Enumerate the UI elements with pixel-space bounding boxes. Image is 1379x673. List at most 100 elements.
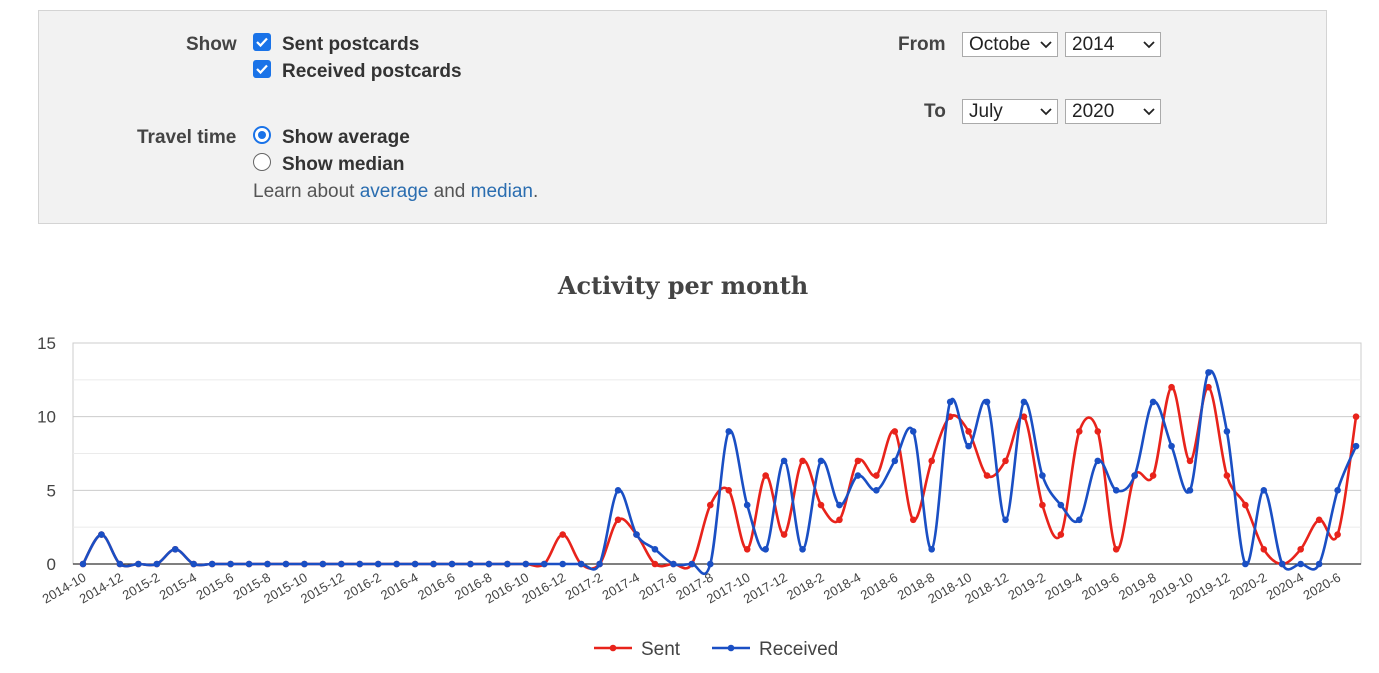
- average-radio-label[interactable]: Show average: [282, 127, 410, 149]
- data-point-received: [301, 561, 308, 568]
- chevron-down-icon: [1143, 100, 1155, 123]
- x-tick-label: 2020-2: [1227, 570, 1270, 603]
- x-tick-label: 2017-2: [563, 570, 606, 603]
- learn-prefix: Learn about: [253, 181, 354, 202]
- data-point-received: [227, 561, 234, 568]
- data-point-received: [393, 561, 400, 568]
- data-point-sent: [1187, 458, 1194, 465]
- learn-suffix: .: [533, 181, 538, 202]
- data-point-received: [836, 502, 843, 509]
- legend-item-sent[interactable]: Sent: [594, 639, 681, 660]
- to-label: To: [924, 101, 946, 123]
- data-point-received: [430, 561, 437, 568]
- average-link[interactable]: average: [360, 181, 429, 202]
- received-checkbox-label[interactable]: Received postcards: [282, 61, 462, 83]
- data-point-received: [559, 561, 566, 568]
- checkmark-icon: [255, 62, 269, 76]
- data-point-sent: [1076, 428, 1083, 435]
- data-point-received: [98, 531, 105, 538]
- x-tick-label: 2019-2: [1005, 570, 1048, 603]
- data-point-sent: [836, 517, 843, 524]
- to-month-select[interactable]: July: [962, 99, 1058, 124]
- legend-swatch-point: [728, 645, 735, 652]
- data-point-received: [578, 561, 585, 568]
- data-point-sent: [873, 472, 880, 479]
- data-point-received: [596, 561, 603, 568]
- from-month-select[interactable]: Octobe: [962, 32, 1058, 57]
- data-point-sent: [984, 472, 991, 479]
- data-point-received: [1094, 458, 1101, 465]
- data-point-sent: [910, 517, 917, 524]
- data-point-sent: [1168, 384, 1175, 391]
- activity-chart: Activity per month 0 5 10 15 2014-102014-12…: [0, 250, 1379, 673]
- x-tick-label: 2016-2: [341, 570, 384, 603]
- data-point-received: [965, 443, 972, 450]
- x-tick-label: 2017-4: [599, 570, 642, 603]
- data-point-received: [1131, 472, 1138, 479]
- data-point-received: [689, 561, 696, 568]
- data-point-sent: [1261, 546, 1268, 553]
- data-point-received: [209, 561, 216, 568]
- series-lines: [80, 369, 1360, 574]
- data-point-received: [781, 458, 788, 465]
- data-point-received: [1224, 428, 1231, 435]
- learn-and: and: [434, 181, 466, 202]
- chart-legend[interactable]: Sent Received: [594, 639, 838, 660]
- data-point-received: [1002, 517, 1009, 524]
- data-point-sent: [1002, 458, 1009, 465]
- data-point-sent: [1224, 472, 1231, 479]
- learn-about-text: Learn about average and median.: [253, 181, 538, 203]
- data-point-sent: [1242, 502, 1249, 509]
- data-point-received: [190, 561, 197, 568]
- data-point-sent: [652, 561, 659, 568]
- travel-time-label: Travel time: [137, 127, 236, 149]
- data-point-received: [615, 487, 622, 494]
- median-radio-label[interactable]: Show median: [282, 154, 404, 176]
- y-tick-label: 10: [37, 408, 56, 427]
- from-year-select[interactable]: 2014: [1065, 32, 1161, 57]
- checkmark-icon: [255, 35, 269, 49]
- x-tick-label: 2015-4: [157, 570, 200, 603]
- data-point-received: [1242, 561, 1249, 568]
- median-link[interactable]: median: [471, 181, 533, 202]
- data-point-received: [320, 561, 327, 568]
- data-point-received: [633, 531, 640, 538]
- legend-item-received[interactable]: Received: [712, 639, 838, 660]
- data-point-received: [1205, 369, 1212, 376]
- sent-checkbox-label[interactable]: Sent postcards: [282, 34, 419, 56]
- data-point-received: [799, 546, 806, 553]
- x-tick-label: 2017-6: [636, 570, 679, 603]
- data-point-sent: [781, 531, 788, 538]
- sent-checkbox[interactable]: [253, 33, 271, 51]
- data-point-sent: [725, 487, 732, 494]
- x-tick-label: 2019-6: [1079, 570, 1122, 603]
- median-radio[interactable]: [253, 153, 271, 171]
- grid-lines: [73, 343, 1361, 564]
- data-point-received: [1058, 502, 1065, 509]
- from-month-value: Octobe: [969, 34, 1030, 55]
- data-point-received: [80, 561, 87, 568]
- data-point-received: [1316, 561, 1323, 568]
- x-tick-label: 2018-2: [784, 570, 827, 603]
- data-point-received: [1021, 399, 1028, 406]
- data-point-received: [1261, 487, 1268, 494]
- data-point-received: [375, 561, 382, 568]
- x-tick-label: 2020-4: [1264, 570, 1307, 603]
- received-checkbox[interactable]: [253, 60, 271, 78]
- x-tick-label: 2018-4: [821, 570, 864, 603]
- data-point-received: [154, 561, 161, 568]
- legend-swatch-point: [610, 645, 617, 652]
- to-year-select[interactable]: 2020: [1065, 99, 1161, 124]
- data-point-sent: [1150, 472, 1157, 479]
- data-point-received: [523, 561, 530, 568]
- data-point-received: [283, 561, 290, 568]
- x-axis-ticks: 2014-102014-122015-22015-42015-62015-820…: [40, 570, 1343, 607]
- average-radio[interactable]: [253, 126, 271, 144]
- data-point-sent: [707, 502, 714, 509]
- data-point-sent: [615, 517, 622, 524]
- data-point-sent: [799, 458, 806, 465]
- data-point-received: [1334, 487, 1341, 494]
- data-point-received: [504, 561, 511, 568]
- data-point-sent: [1039, 502, 1046, 509]
- legend-label-received: Received: [759, 639, 838, 660]
